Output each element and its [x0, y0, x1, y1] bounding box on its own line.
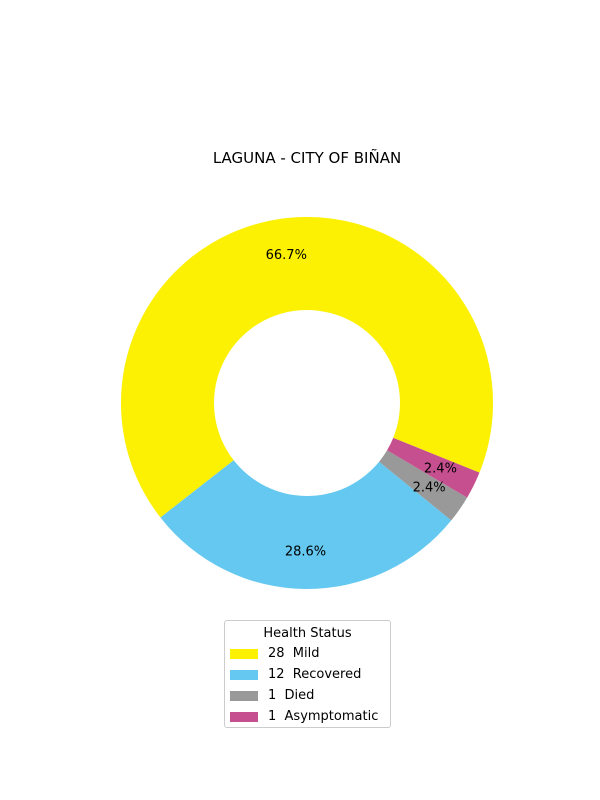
percent-label-asymptomatic: 2.4% [424, 461, 457, 476]
slice-asymptomatic [387, 437, 480, 498]
slice-recovered [160, 460, 452, 589]
slice-mild [121, 217, 493, 518]
legend-swatch [230, 690, 258, 701]
legend-swatch [230, 669, 258, 680]
percent-label-mild: 66.7% [266, 248, 307, 263]
legend-item-asymptomatic: 1 Asymptomatic [225, 706, 390, 727]
legend-label: 1 Asymptomatic [268, 709, 379, 724]
slice-died [379, 450, 468, 521]
legend-label: 12 Recovered [268, 667, 362, 682]
percent-label-died: 2.4% [413, 481, 446, 496]
legend-label: 1 Died [268, 688, 315, 703]
legend-item-mild: 28 Mild [225, 643, 390, 664]
chart-title: LAGUNA - CITY OF BIÑAN [213, 148, 401, 167]
legend-swatch [230, 648, 258, 659]
legend-item-recovered: 12 Recovered [225, 664, 390, 685]
chart-legend: Health Status 28 Mild 12 Recovered 1 Die… [224, 620, 391, 728]
legend-item-died: 1 Died [225, 685, 390, 706]
legend-swatch [230, 711, 258, 722]
legend-title: Health Status [263, 626, 352, 641]
percent-label-recovered: 28.6% [285, 544, 326, 559]
legend-label: 28 Mild [268, 646, 320, 661]
